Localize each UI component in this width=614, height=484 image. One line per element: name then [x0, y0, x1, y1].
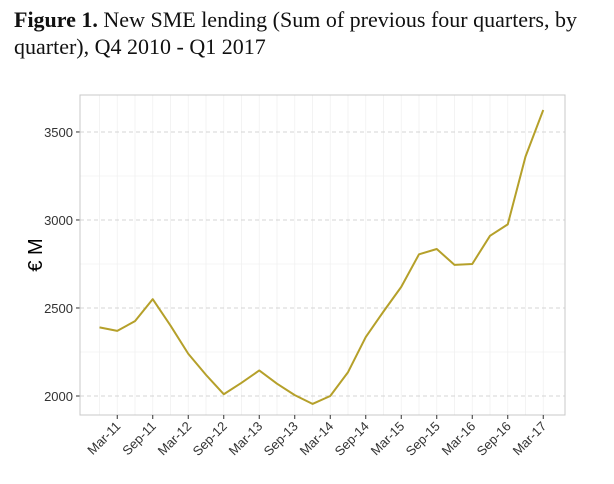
x-tick-label: Mar-16 [439, 419, 479, 459]
x-tick-label: Mar-13 [226, 419, 266, 459]
x-tick-label: Sep-14 [332, 419, 372, 459]
x-tick-label: Mar-11 [84, 419, 123, 458]
x-tick-label: Mar-17 [510, 419, 550, 459]
plot-border [79, 94, 566, 416]
figure-title: Figure 1. New SME lending (Sum of previo… [14, 6, 604, 60]
x-tick-label: Mar-14 [297, 419, 337, 459]
figure-title-text: New SME lending (Sum of previous four qu… [14, 7, 577, 59]
y-tick-label: 2500 [44, 301, 73, 316]
x-tick-label: Sep-16 [474, 419, 514, 459]
y-tick-label: 3500 [44, 125, 73, 140]
x-tick-label: Sep-11 [119, 419, 159, 459]
x-tick-label: Mar-12 [155, 419, 195, 459]
y-tick-label: 2000 [44, 389, 73, 404]
y-axis-label: € M [25, 238, 47, 271]
x-tick-label: Sep-13 [261, 419, 301, 459]
x-tick-label: Sep-15 [403, 419, 443, 459]
series-line [99, 109, 545, 405]
plot-panel [80, 95, 565, 415]
x-tick-label: Mar-15 [368, 419, 408, 459]
y-tick-label: 3000 [44, 213, 73, 228]
figure-label: Figure 1. [14, 7, 98, 32]
x-tick-label: Sep-12 [190, 419, 230, 459]
